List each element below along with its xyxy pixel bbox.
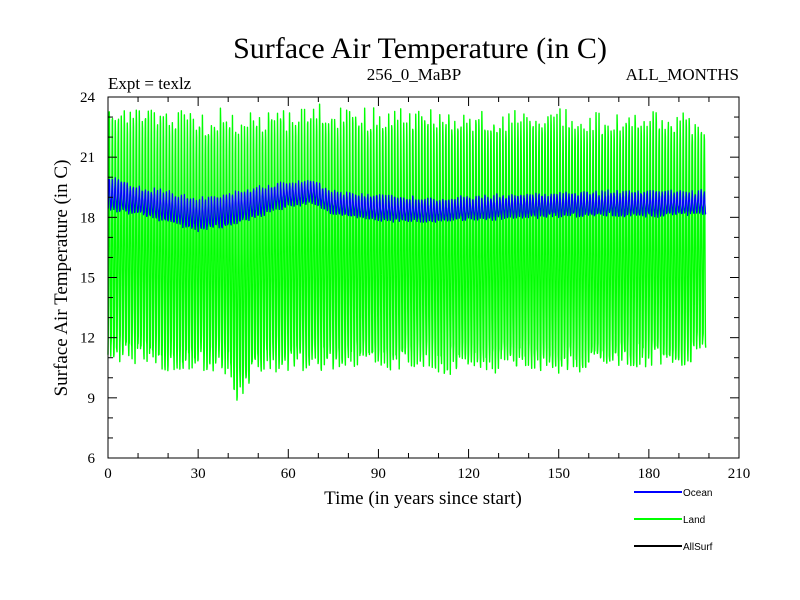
x-tick-label: 60: [281, 466, 296, 482]
x-tick-label: 90: [371, 466, 386, 482]
x-tick-label: 120: [457, 466, 480, 482]
y-tick-label: 6: [88, 451, 96, 467]
series-line-land: [107, 103, 707, 401]
y-tick-label: 9: [88, 391, 96, 407]
x-tick-label: 0: [104, 466, 112, 482]
y-tick-label: 18: [80, 210, 95, 226]
y-tick-label: 12: [80, 331, 95, 347]
legend-label-ocean: Ocean: [683, 488, 712, 499]
period-label: 256_0_MaBP: [367, 65, 461, 84]
x-tick-label: 30: [191, 466, 206, 482]
x-tick-label: 210: [728, 466, 751, 482]
months-label: ALL_MONTHS: [626, 65, 739, 84]
legend-label-land: Land: [683, 515, 705, 526]
y-tick-label: 15: [80, 271, 95, 287]
plot-frame: [107, 96, 740, 459]
x-tick-label: 180: [638, 466, 661, 482]
plot-area: [107, 103, 707, 401]
y-tick-label: 24: [80, 90, 96, 106]
x-tick-label: 150: [547, 466, 570, 482]
x-axis-label: Time (in years since start): [324, 488, 522, 509]
axis-ticks: 0 30 60 90 120 150 180 210 6 9 12 15 18 21 24: [80, 90, 750, 482]
y-axis-label: Surface Air Temperature (in C): [51, 160, 72, 397]
legend-label-allsurf: AllSurf: [683, 542, 713, 553]
series-line-ocean: [107, 177, 707, 233]
y-tick-label: 21: [80, 150, 95, 166]
chart-title: Surface Air Temperature (in C): [233, 32, 607, 65]
legend: Ocean Land AllSurf: [634, 488, 713, 553]
experiment-label: Expt = texlz: [108, 74, 192, 93]
